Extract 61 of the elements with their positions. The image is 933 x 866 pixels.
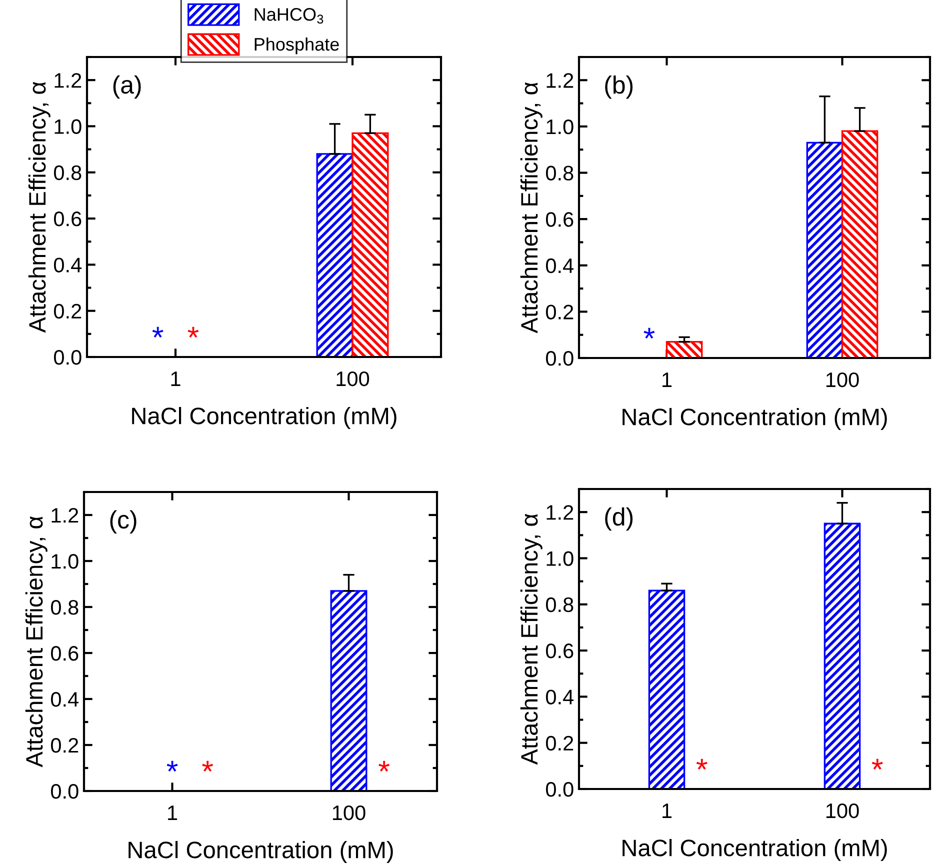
y-tick-label: 1.0 bbox=[546, 551, 574, 566]
y-tick-label: 0.8 bbox=[546, 597, 574, 612]
y-tick-label: 0.0 bbox=[546, 351, 574, 366]
bar bbox=[806, 142, 844, 358]
legend-label: NaHCO$_{3}$ bbox=[254, 8, 324, 24]
x-axis-title: NaCl Concentration (mM) bbox=[622, 838, 887, 861]
text: * bbox=[644, 328, 655, 339]
y-tick-label: 0.4 bbox=[54, 258, 82, 272]
y-axis-title: Attachment Efficiency, α bbox=[28, 82, 50, 333]
x-tick-label: 1 bbox=[662, 372, 672, 387]
y-tick-label: 1.0 bbox=[54, 119, 82, 134]
y-tick-label: 0.6 bbox=[54, 212, 82, 226]
y-axis-title: Attachment Efficiency, α bbox=[520, 514, 542, 765]
y-tick-label: 0.0 bbox=[54, 350, 82, 365]
y-tick-label: 0.8 bbox=[54, 165, 82, 180]
y-tick-label: 0.4 bbox=[50, 692, 79, 707]
bar bbox=[841, 130, 878, 358]
annotation: (c) bbox=[110, 510, 136, 534]
text: * bbox=[166, 760, 178, 772]
x-tick-label: 100 bbox=[826, 803, 859, 818]
x-tick-label: 100 bbox=[332, 805, 366, 820]
annotation: (b) bbox=[605, 75, 633, 99]
legend-label: Phosphate bbox=[254, 37, 339, 54]
y-tick-label: 1.2 bbox=[52, 508, 78, 523]
y-tick-label: 1.2 bbox=[546, 73, 574, 88]
text: * bbox=[696, 758, 708, 770]
annotation: (d) bbox=[605, 507, 633, 531]
y-tick-label: 0.8 bbox=[50, 600, 78, 615]
x-tick-label: 1 bbox=[168, 806, 178, 820]
y-tick-label: 1.0 bbox=[52, 554, 78, 569]
y-tick-label: 1.2 bbox=[54, 73, 82, 88]
text: * bbox=[202, 760, 214, 772]
x-axis-title: NaCl Concentration (mM) bbox=[132, 406, 396, 429]
text: * bbox=[152, 326, 164, 338]
y-tick-label: 1.2 bbox=[546, 505, 574, 520]
x-tick-label: 1 bbox=[662, 804, 672, 818]
y-tick-label: 0.2 bbox=[546, 304, 574, 320]
x-tick-label: 100 bbox=[336, 371, 370, 386]
y-tick-label: 1.0 bbox=[546, 119, 574, 134]
y-axis-title: Attachment Efficiency, α bbox=[520, 82, 542, 334]
y-tick-label: 0.6 bbox=[50, 646, 78, 661]
y-tick-label: 0.6 bbox=[546, 644, 574, 658]
y-tick-label: 0.4 bbox=[546, 690, 574, 704]
x-axis-title: NaCl Concentration (mM) bbox=[128, 840, 393, 863]
bar bbox=[666, 340, 703, 358]
y-tick-label: 0.8 bbox=[546, 166, 574, 181]
y-tick-label: 0.2 bbox=[50, 738, 78, 753]
x-tick-label: 1 bbox=[171, 372, 180, 386]
y-tick-label: 0.0 bbox=[546, 782, 574, 797]
x-axis-title: NaCl Concentration (mM) bbox=[622, 408, 887, 430]
text: * bbox=[188, 326, 199, 338]
y-tick-label: 0.4 bbox=[546, 258, 574, 274]
y-axis-title: Attachment Efficiency, α bbox=[25, 516, 48, 768]
y-tick-label: 0.2 bbox=[54, 304, 82, 319]
text: * bbox=[378, 760, 390, 772]
y-tick-label: 0.6 bbox=[546, 212, 574, 227]
x-tick-label: 100 bbox=[826, 372, 859, 388]
y-tick-label: 0.2 bbox=[546, 736, 574, 751]
y-tick-label: 0.0 bbox=[50, 784, 78, 799]
text: * bbox=[872, 758, 883, 770]
annotation: (a) bbox=[113, 75, 141, 99]
